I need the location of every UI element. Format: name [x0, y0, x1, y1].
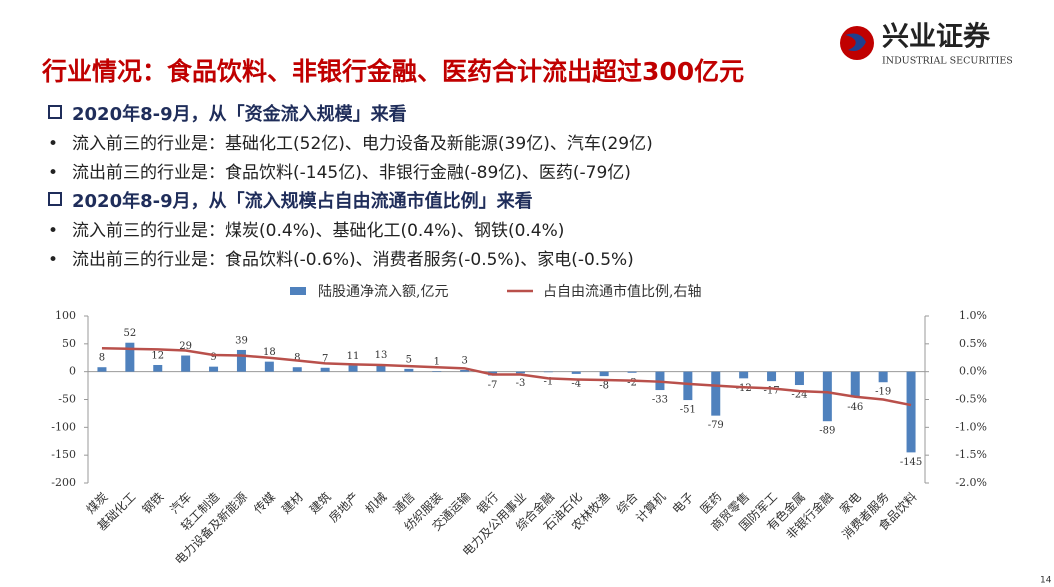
bar — [432, 371, 442, 372]
data-label: 8 — [294, 353, 300, 364]
data-label: 39 — [235, 335, 248, 346]
section-heading: 2020年8-9月，从「流入规模占自由流通市值比例」来看 — [48, 187, 533, 213]
logo-en: INDUSTRIAL SECURITIES — [882, 56, 1013, 67]
x-tick-label: 计算机 — [632, 489, 668, 525]
bullet: 流入前三的行业是：基础化工(52亿)、电力设备及新能源(39亿)、汽车(29亿) — [48, 129, 653, 154]
bar — [906, 371, 916, 453]
legend-label: 占自由流通市值比例,右轴 — [543, 283, 701, 300]
bar — [794, 371, 804, 386]
data-label: -8 — [599, 381, 609, 392]
legend-swatch — [290, 287, 306, 295]
data-label: 12 — [151, 350, 164, 361]
x-tick-label: 电子 — [670, 490, 697, 517]
bar — [153, 364, 163, 372]
bar — [515, 371, 525, 374]
bullet: 流出前三的行业是：食品饮料(-145亿)、非银行金融(-89亿)、医药(-79亿… — [48, 158, 631, 183]
bar — [236, 349, 246, 372]
bar — [348, 365, 358, 372]
y2-tick-label: -2.0% — [955, 476, 987, 489]
x-tick-label: 钢铁 — [139, 490, 166, 517]
page-number: 14 — [1040, 576, 1052, 586]
bar — [125, 342, 135, 372]
logo-cn: 兴业证券 — [882, 21, 991, 53]
data-label: 3 — [461, 355, 467, 366]
data-label: 7 — [322, 353, 328, 364]
data-label: 8 — [99, 353, 105, 364]
data-label: 52 — [123, 328, 136, 339]
bar — [711, 371, 721, 416]
title: 行业情况：食品饮料、非银行金融、医药合计流出超过300亿元 — [42, 57, 745, 86]
x-tick-label: 机械 — [362, 489, 390, 517]
y-tick-label: -50 — [58, 393, 76, 406]
data-label: 9 — [210, 352, 216, 363]
y-tick-label: 0 — [69, 365, 76, 378]
x-tick-label: 建材 — [279, 490, 306, 517]
logo-swirl — [845, 33, 866, 51]
data-label: -24 — [791, 390, 807, 401]
y2-tick-label: 0.0% — [959, 365, 987, 378]
y2-tick-label: -0.5% — [955, 393, 987, 406]
x-tick-label: 房地产 — [326, 489, 362, 525]
y2-tick-label: -1.5% — [955, 448, 987, 461]
data-label: -145 — [900, 457, 922, 468]
data-label: -51 — [680, 405, 696, 416]
bar — [850, 371, 860, 398]
data-label: -46 — [847, 402, 863, 413]
bar — [543, 371, 553, 373]
data-label: -19 — [875, 387, 891, 398]
bar — [571, 371, 581, 374]
legend-label: 陆股通净流入额,亿元 — [318, 284, 448, 300]
y-tick-label: 100 — [55, 309, 76, 322]
bar — [822, 371, 832, 422]
data-label: 1 — [434, 357, 440, 368]
bar — [599, 371, 609, 377]
bar — [627, 371, 637, 373]
section-heading: 2020年8-9月，从「资金流入规模」来看 — [48, 100, 407, 126]
bar — [292, 367, 302, 372]
data-label: 11 — [347, 351, 360, 362]
y-tick-label: 50 — [62, 337, 76, 350]
line — [101, 347, 912, 407]
bar — [264, 361, 274, 372]
y-tick-label: -200 — [51, 476, 76, 489]
bullet: 流出前三的行业是：食品饮料(-0.6%)、消费者服务(-0.5%)、家电(-0.… — [48, 245, 634, 270]
y-tick-label: -150 — [51, 448, 76, 461]
bar — [181, 355, 191, 372]
x-tick-label: 传媒 — [250, 489, 278, 517]
bar — [97, 367, 107, 372]
data-label: -89 — [819, 426, 835, 437]
bar — [404, 368, 414, 372]
y2-tick-label: 0.5% — [959, 337, 987, 350]
bar — [209, 366, 219, 372]
data-label: -17 — [763, 386, 779, 397]
data-label: -33 — [652, 395, 668, 406]
data-label: 29 — [179, 341, 192, 352]
bar — [376, 364, 386, 372]
bar — [767, 371, 777, 382]
data-label: 5 — [406, 354, 412, 365]
data-label: -3 — [516, 378, 526, 389]
data-label: -2 — [627, 377, 637, 388]
y-tick-label: -100 — [51, 420, 76, 433]
bar — [320, 367, 330, 372]
bar — [460, 369, 470, 372]
bar — [739, 371, 749, 379]
data-label: -4 — [571, 378, 581, 389]
bullet: 流入前三的行业是：煤炭(0.4%)、基础化工(0.4%)、钢铁(0.4%) — [48, 216, 564, 241]
y2-tick-label: -1.0% — [955, 420, 987, 433]
data-label: -1 — [543, 377, 553, 388]
data-label: -79 — [708, 420, 724, 431]
y2-tick-label: 1.0% — [959, 309, 987, 322]
data-label: 18 — [263, 347, 276, 358]
bar — [683, 371, 693, 401]
bar — [878, 371, 888, 383]
data-label: 13 — [375, 350, 388, 361]
data-label: -7 — [488, 380, 498, 391]
